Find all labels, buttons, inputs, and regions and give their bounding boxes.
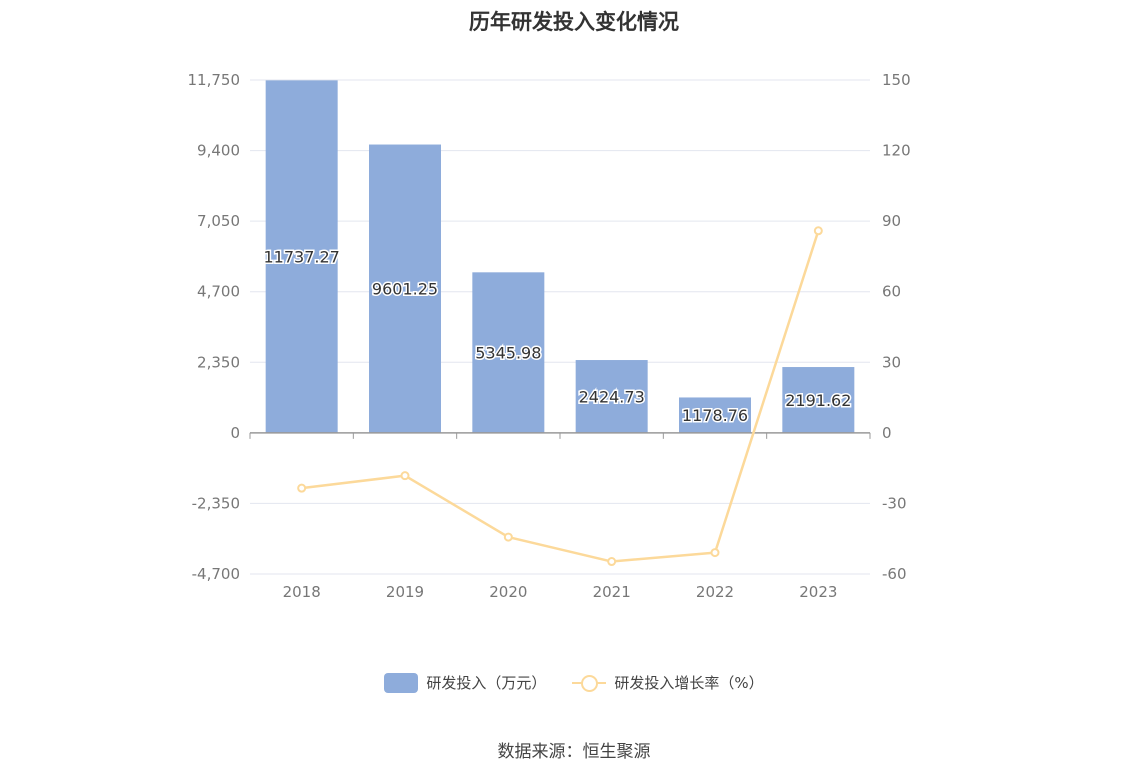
growth-rate-point [710, 548, 720, 558]
y-left-tick-label: 11,750 [188, 71, 241, 89]
bar-value-label: 2424.73 [579, 387, 645, 406]
y-left-tick-label: 2,350 [197, 353, 240, 371]
y-right-tick-label: 60 [882, 283, 901, 301]
legend-line-swatch [572, 673, 607, 693]
bar [369, 144, 441, 433]
x-tick-label: 2020 [489, 583, 527, 601]
y-left-tick-label: 9,400 [197, 142, 240, 160]
bar [679, 397, 751, 433]
bar-value-label: 2191.62 [785, 391, 851, 410]
y-left-tick-label: -2,350 [192, 494, 240, 512]
y-right-tick-label: -30 [882, 494, 907, 512]
growth-rate-line [301, 230, 820, 563]
growth-rate-point [400, 471, 410, 481]
legend-bar-label: 研发投入（万元） [426, 674, 547, 692]
x-tick-label: 2023 [799, 583, 837, 601]
x-tick-label: 2022 [696, 583, 734, 601]
growth-rate-point [503, 532, 513, 542]
bar-value-label: 5345.98 [475, 344, 541, 363]
legend-item-bar[interactable]: 研发投入（万元） [384, 672, 546, 693]
bar [575, 360, 648, 433]
y-right-tick-label: 150 [882, 71, 911, 89]
bar-value-label: 11737.27 [263, 248, 339, 267]
y-left-tick-label: 4,700 [197, 283, 240, 301]
chart-title: 历年研发投入变化情况 [469, 10, 679, 34]
x-tick-label: 2021 [593, 583, 631, 601]
y-right-tick-label: 0 [882, 424, 892, 442]
legend-line-label: 研发投入增长率（%） [614, 674, 764, 692]
y-right-tick-label: -60 [882, 565, 907, 583]
x-tick-label: 2018 [283, 583, 321, 601]
bar-value-label: 1178.76 [682, 406, 748, 425]
y-right-tick-label: 90 [882, 212, 901, 230]
y-left-tick-label: 7,050 [197, 212, 240, 230]
growth-rate-point [607, 557, 617, 567]
legend-item-line[interactable]: 研发投入增长率（%） [572, 672, 764, 693]
bar [472, 272, 545, 433]
y-right-tick-label: 30 [882, 353, 901, 371]
growth-rate-point [813, 226, 823, 236]
legend-bar-swatch [384, 672, 419, 693]
bar-value-label: 9601.25 [372, 280, 438, 299]
data-source: 数据来源：恒生聚源 [497, 742, 651, 762]
x-tick-label: 2019 [386, 583, 424, 601]
y-left-tick-label: 0 [230, 424, 240, 442]
growth-rate-point [297, 483, 307, 493]
y-left-tick-label: -4,700 [192, 565, 240, 583]
bar [265, 80, 338, 433]
y-right-tick-label: 120 [882, 142, 911, 160]
chart-legend: 研发投入（万元） 研发投入增长率（%） [0, 672, 1148, 693]
bar [782, 367, 855, 433]
